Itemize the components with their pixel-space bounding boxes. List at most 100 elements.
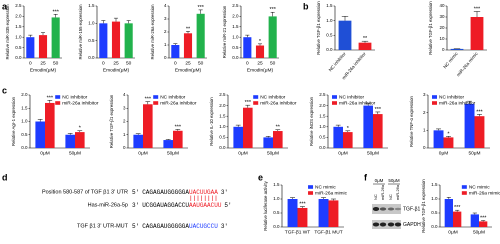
blot-strip xyxy=(372,220,401,229)
y-tick-label: 1.0 xyxy=(21,119,28,124)
bar xyxy=(163,140,173,148)
y-axis-label: Relative TGF-β1 expression xyxy=(109,94,114,148)
legend-label: NC inhibitor xyxy=(339,94,364,100)
y-tick-label: 1.5 xyxy=(219,113,226,118)
bar xyxy=(99,23,108,58)
significance: *** xyxy=(197,5,204,11)
pairing-lines xyxy=(190,195,217,201)
significance: ** xyxy=(363,36,368,42)
legend-label: NC inhibitor xyxy=(62,94,87,100)
legend-label: NC inhibitor xyxy=(160,94,185,100)
y-tick-label: 0 xyxy=(164,55,167,60)
x-tick-label: 0μM xyxy=(238,150,247,156)
panel-label: e xyxy=(258,172,263,182)
x-axis-label: Emodin(μM) xyxy=(30,67,57,73)
significance: * xyxy=(347,126,350,132)
x-tick-label: 25 xyxy=(40,60,46,66)
y-tick-label: 0.0 xyxy=(319,145,326,150)
sequence-label: TGF β1 3' UTR-MUT xyxy=(77,223,129,229)
y-axis-label: Relative miR-21 expression xyxy=(222,5,227,58)
x-tick-label: 50 xyxy=(270,60,276,66)
y-tick-label: 0.5 xyxy=(88,38,95,43)
bar xyxy=(26,37,35,58)
y-tick-label: 0 xyxy=(442,47,445,52)
y-tick-label: 2.5 xyxy=(15,3,22,8)
bar xyxy=(51,17,60,58)
significance: *** xyxy=(245,100,252,106)
legend-swatch xyxy=(253,95,259,99)
bar xyxy=(196,13,205,59)
y-tick-label: 2.5 xyxy=(319,92,326,97)
y-tick-label: 3 xyxy=(123,105,126,110)
y-tick-label: 1.5 xyxy=(88,3,95,8)
bar xyxy=(444,199,453,227)
x-tick-label: 25 xyxy=(185,60,191,66)
bar xyxy=(343,132,353,148)
y-tick-label: 1.0 xyxy=(326,18,333,23)
legend-swatch xyxy=(55,101,61,105)
y-tick-label: 1.0 xyxy=(319,124,326,129)
bar xyxy=(363,105,373,148)
significance: *** xyxy=(47,95,54,101)
bar xyxy=(35,121,45,148)
x-tick-label: 50μM xyxy=(69,150,81,156)
x-tick-label: 0μM xyxy=(338,150,347,156)
legend-swatch xyxy=(153,101,159,105)
x-tick-label: 0 xyxy=(29,60,32,66)
legend-swatch xyxy=(332,95,337,99)
y-tick-label: 0.5 xyxy=(232,45,239,50)
y-axis-label: Relative miR-26a expression xyxy=(150,4,155,60)
panel-label: a xyxy=(2,1,8,11)
y-tick-label: 4 xyxy=(164,3,167,8)
band xyxy=(387,207,395,211)
y-tick-label: 2.5 xyxy=(219,92,226,97)
y-tick-label: 1.0 xyxy=(273,196,280,201)
x-axis-label: Emodin(μM) xyxy=(103,67,130,73)
seq-end: 3' xyxy=(132,202,139,209)
bar xyxy=(453,211,462,227)
y-tick-label: 40 xyxy=(439,3,445,8)
band xyxy=(372,222,380,227)
seq-end: 3' xyxy=(221,223,228,230)
legend-label: NC inhibitor xyxy=(439,94,464,100)
bar xyxy=(243,107,253,148)
bar xyxy=(433,130,444,148)
bar xyxy=(171,45,180,58)
y-tick-label: 2.0 xyxy=(219,103,226,108)
legend-label: miR-26a mimic xyxy=(469,190,500,196)
bar xyxy=(464,103,475,148)
significance: *** xyxy=(480,216,487,222)
lane-label: NC xyxy=(388,194,393,200)
y-tick-label: 0.0 xyxy=(219,145,226,150)
y-tick-label: 2.0 xyxy=(232,14,239,19)
y-tick-label: 0 xyxy=(123,145,126,150)
bar xyxy=(255,45,265,58)
significance: *** xyxy=(175,124,182,130)
bar xyxy=(111,21,121,59)
y-tick-label: 0 xyxy=(423,145,426,150)
band xyxy=(387,222,395,227)
legend-label: miR-26a mimic xyxy=(315,190,348,196)
x-tick-label: 50μM xyxy=(267,150,279,156)
band xyxy=(372,207,380,211)
significance: *** xyxy=(299,202,306,208)
y-tick-label: 1.0 xyxy=(219,124,226,129)
y-tick-label: 0.5 xyxy=(431,210,438,215)
x-tick-label: 25 xyxy=(257,60,263,66)
seq-end: 3' xyxy=(221,189,228,196)
significance: *** xyxy=(52,9,59,15)
y-tick-label: 10 xyxy=(439,36,445,41)
legend-swatch xyxy=(153,95,159,99)
x-axis-label: Emodin(μM) xyxy=(247,67,274,73)
y-tick-label: 0.5 xyxy=(15,45,22,50)
y-axis-label: Relative TGF-β1 expression xyxy=(421,179,426,233)
significance: * xyxy=(79,126,82,132)
y-axis-label: Relative TNF-α expression xyxy=(409,95,414,146)
blot-bands xyxy=(372,207,402,227)
legend-swatch xyxy=(253,101,259,105)
blot-strip xyxy=(372,204,401,214)
seq-highlight: AAUGAACUU xyxy=(189,202,222,209)
bar xyxy=(273,131,283,148)
y-tick-label: 0.0 xyxy=(273,224,280,229)
